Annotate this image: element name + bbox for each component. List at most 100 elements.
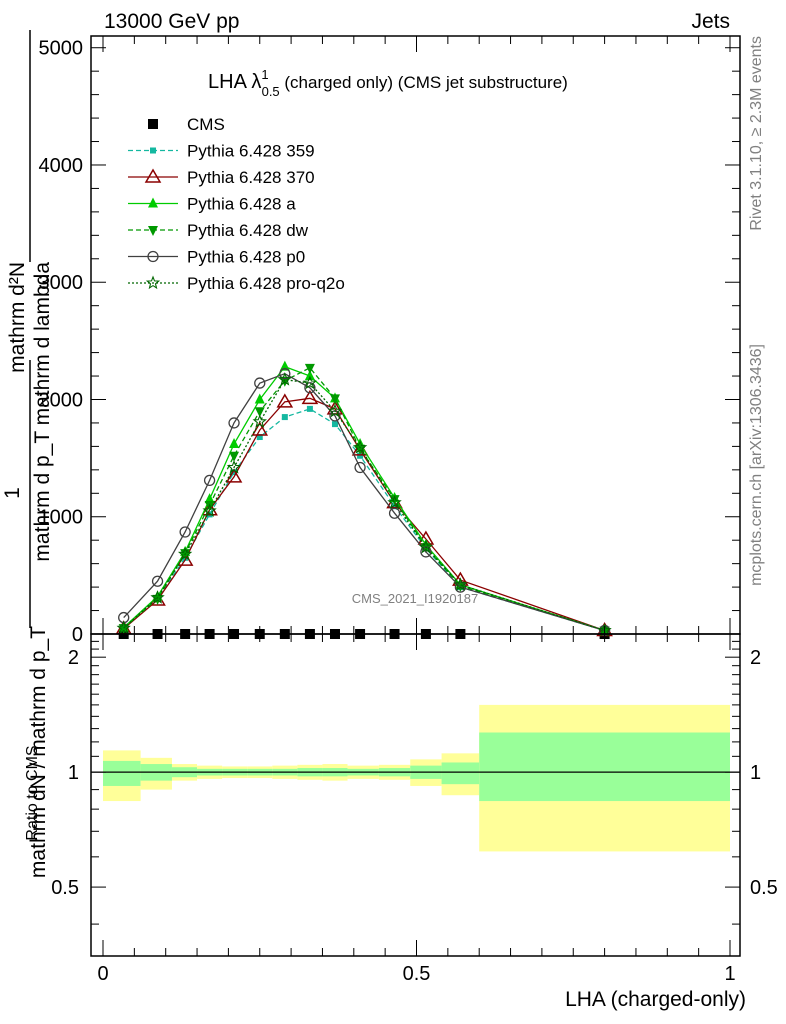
series-line bbox=[123, 397, 605, 632]
data-point bbox=[418, 539, 434, 554]
ratio-y-tick-label: 2 bbox=[68, 647, 79, 669]
analysis-watermark: CMS_2021_I1920187 bbox=[352, 591, 479, 606]
ratio-y-tick-label: 1 bbox=[68, 762, 79, 784]
legend-marker bbox=[145, 275, 161, 290]
data-point bbox=[225, 468, 243, 483]
ratio-y-tick-label-right: 1 bbox=[750, 762, 761, 784]
legend-entry: Pythia 6.428 370 bbox=[128, 168, 315, 187]
legend-label: Pythia 6.428 p0 bbox=[187, 248, 305, 267]
legend-marker bbox=[147, 250, 159, 263]
main-y-tick-label: 2000 bbox=[39, 389, 84, 411]
data-point bbox=[254, 407, 265, 418]
data-point bbox=[254, 393, 265, 404]
data-point bbox=[256, 434, 263, 441]
legend-marker bbox=[148, 226, 158, 236]
ratio-y-tick-label-right: 2 bbox=[750, 647, 761, 669]
legend-entry: Pythia 6.428 359 bbox=[128, 142, 315, 161]
data-point bbox=[252, 414, 267, 428]
header-left-text: 13000 GeV pp bbox=[104, 10, 239, 33]
data-point bbox=[420, 543, 431, 554]
data-point bbox=[304, 363, 315, 374]
data-point bbox=[228, 417, 240, 429]
x-axis-label: LHA (charged-only) bbox=[565, 988, 746, 1011]
legend-entry: Pythia 6.428 pro-q2o bbox=[128, 274, 345, 293]
series-line bbox=[123, 366, 605, 632]
x-tick-label: 1 bbox=[724, 963, 735, 985]
legend-label: Pythia 6.428 pro-q2o bbox=[187, 274, 345, 293]
main-y-axis-label: mathrm d²N mathrm d p_T mathrm d lambda … bbox=[1, 30, 54, 878]
mcplots-source-text: mcplots.cern.ch [arXiv:1306.3436] bbox=[748, 344, 765, 586]
data-point bbox=[277, 372, 292, 386]
ratio-inner-band bbox=[103, 760, 141, 786]
y-label-denominator: mathrm d p_T mathrm d lambda bbox=[31, 262, 54, 562]
data-point bbox=[453, 577, 468, 591]
title-rest: (charged only) (CMS jet substructure) bbox=[280, 73, 568, 92]
data-point bbox=[226, 460, 242, 474]
main-y-tick-label: 3000 bbox=[39, 272, 84, 294]
data-point bbox=[352, 440, 368, 454]
data-point bbox=[116, 620, 131, 635]
x-tick-label: 0 bbox=[97, 963, 108, 985]
data-point bbox=[357, 452, 364, 459]
data-point bbox=[301, 389, 319, 405]
series-line bbox=[123, 365, 605, 632]
data-point bbox=[229, 438, 240, 449]
data-point bbox=[388, 507, 401, 519]
data-point bbox=[177, 546, 193, 561]
data-point bbox=[229, 451, 240, 462]
data-point bbox=[329, 394, 340, 405]
data-point bbox=[231, 469, 238, 476]
legend-entry: Pythia 6.428 dw bbox=[128, 221, 309, 240]
legend-entry: CMS bbox=[148, 115, 225, 134]
data-point bbox=[387, 495, 402, 509]
legend-marker bbox=[144, 168, 162, 183]
main-y-tick-label: 5000 bbox=[39, 38, 84, 60]
ratio-y-tick-label: 0.5 bbox=[51, 877, 79, 899]
data-point bbox=[202, 503, 217, 517]
rivet-version-text: Rivet 3.1.10, ≥ 2.3M events bbox=[748, 36, 765, 231]
legend-entry: Pythia 6.428 a bbox=[128, 195, 296, 214]
title-superscript: 1 bbox=[261, 67, 268, 82]
main-y-tick-label: 0 bbox=[72, 624, 83, 646]
data-point bbox=[304, 382, 316, 394]
data-point bbox=[304, 370, 315, 381]
data-point bbox=[454, 581, 467, 593]
data-point bbox=[204, 493, 215, 504]
data-point bbox=[254, 377, 266, 389]
data-point bbox=[391, 503, 398, 510]
ratio-panel: 0.5 0.5 1 1 2 2 0 0.5 1 bbox=[51, 633, 778, 985]
data-point bbox=[302, 375, 318, 390]
ratio-panel-frame bbox=[90, 633, 741, 957]
legend: CMS Pythia 6.428 359 Pythia 6.428 370 Pythi… bbox=[128, 115, 345, 293]
ratio-bands-layer bbox=[91, 704, 740, 852]
data-point bbox=[279, 368, 291, 380]
main-panel: 0 1000 2000 3000 4000 5000 bbox=[39, 35, 741, 646]
header-right-text: Jets bbox=[691, 10, 730, 33]
plot-title: LHA λ1 0.5 (charged only) (CMS jet substr… bbox=[208, 67, 568, 99]
data-point bbox=[150, 590, 165, 604]
legend-marker bbox=[148, 197, 158, 208]
data-point bbox=[306, 405, 313, 412]
legend-label: Pythia 6.428 dw bbox=[187, 221, 309, 240]
x-tick-label: 0.5 bbox=[403, 963, 431, 985]
main-axes: 0 1000 2000 3000 4000 5000 bbox=[39, 36, 740, 646]
data-point bbox=[179, 526, 191, 538]
y-label-front-denominator: mathrm dN / mathrm d p_T bbox=[27, 626, 50, 878]
y-label-front-numerator: 1 bbox=[1, 487, 24, 499]
data-point bbox=[331, 421, 338, 428]
data-point bbox=[151, 575, 164, 587]
data-point bbox=[203, 474, 216, 487]
legend-label: Pythia 6.428 359 bbox=[187, 142, 315, 161]
legend-label: Pythia 6.428 a bbox=[187, 195, 296, 214]
data-point bbox=[118, 624, 129, 635]
legend-marker bbox=[150, 147, 156, 154]
data-point bbox=[354, 461, 366, 474]
ratio-y-axis-label: Ratio to CMS bbox=[24, 745, 41, 840]
title-subscript: 0.5 bbox=[262, 84, 280, 99]
data-point bbox=[276, 393, 294, 408]
legend-entry: Pythia 6.428 p0 bbox=[128, 248, 305, 267]
data-point bbox=[327, 403, 343, 418]
legend-label: Pythia 6.428 370 bbox=[187, 168, 315, 187]
ratio-axes: 0.5 0.5 1 1 2 2 0 0.5 1 bbox=[51, 634, 778, 985]
